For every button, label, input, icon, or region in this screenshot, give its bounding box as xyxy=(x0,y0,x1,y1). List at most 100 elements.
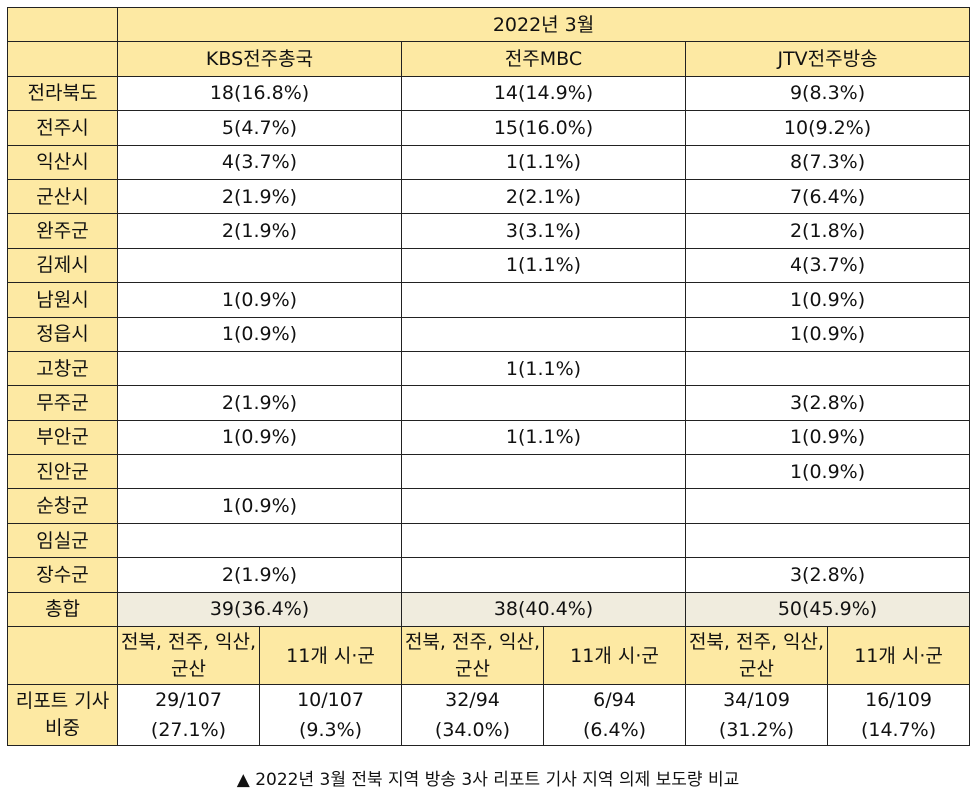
value-cell: 5(4.7%) xyxy=(117,110,402,146)
table-body: 2022년 3월 KBS전주총국 전주MBC JTV전주방송 전라북도 18(16… xyxy=(7,6,971,747)
value-cell: 1(0.9%) xyxy=(117,282,402,318)
table-row: 무주군 2(1.9%) 3(2.8%) xyxy=(7,385,971,421)
value-cell: 2(1.9%) xyxy=(117,178,402,215)
value-cell xyxy=(117,350,402,387)
region-label: 부안군 xyxy=(7,419,118,456)
share-percent: (14.7%) xyxy=(860,719,937,742)
total-value: 50(45.9%) xyxy=(684,591,971,628)
share-percent: (6.4%) xyxy=(582,719,647,742)
value-cell: 1(1.1%) xyxy=(401,247,686,284)
corner-cell xyxy=(7,626,118,686)
region-label: 남원시 xyxy=(7,282,118,318)
share-percent: (34.0%) xyxy=(434,719,511,742)
total-value: 38(40.4%) xyxy=(401,591,686,628)
value-cell: 9(8.3%) xyxy=(684,75,971,112)
share-cell: 32/94 (34.0%) xyxy=(401,684,544,747)
region-label: 군산시 xyxy=(7,178,118,215)
share-count: 16/109 xyxy=(865,689,932,712)
table-caption: ▲ 2022년 3월 전북 지역 방송 3사 리포트 기사 지역 의제 보도량 … xyxy=(236,770,740,790)
value-cell xyxy=(684,522,971,559)
value-cell: 1(1.1%) xyxy=(401,144,686,180)
value-cell xyxy=(401,557,686,593)
subheader-group-a: 전북, 전주, 익산, 군산 xyxy=(685,626,828,686)
value-cell xyxy=(117,522,402,559)
table-row: 익산시 4(3.7%) 1(1.1%) 8(7.3%) xyxy=(7,144,971,180)
value-cell: 7(6.4%) xyxy=(684,178,971,215)
value-cell xyxy=(401,488,686,524)
value-cell xyxy=(401,385,686,421)
share-cell: 10/107 (9.3%) xyxy=(259,684,402,747)
region-label: 정읍시 xyxy=(7,316,118,352)
table-row: 김제시 1(1.1%) 4(3.7%) xyxy=(7,247,971,284)
value-cell: 3(3.1%) xyxy=(401,213,686,249)
region-label: 무주군 xyxy=(7,385,118,421)
region-label: 임실군 xyxy=(7,522,118,559)
coverage-table: 2022년 3월 KBS전주총국 전주MBC JTV전주방송 전라북도 18(16… xyxy=(7,6,971,747)
value-cell: 1(0.9%) xyxy=(684,419,971,456)
table-row: 부안군 1(0.9%) 1(1.1%) 1(0.9%) xyxy=(7,419,971,456)
share-cell: 29/107 (27.1%) xyxy=(117,684,260,747)
value-cell xyxy=(117,454,402,490)
share-count: 29/107 xyxy=(155,689,222,712)
value-cell: 1(0.9%) xyxy=(684,454,971,490)
broadcaster-header-mbc: 전주MBC xyxy=(401,41,686,77)
table-row: 장수군 2(1.9%) 3(2.8%) xyxy=(7,557,971,593)
value-cell: 2(1.9%) xyxy=(117,557,402,593)
value-cell: 3(2.8%) xyxy=(684,385,971,421)
region-label: 장수군 xyxy=(7,557,118,593)
table-row: 정읍시 1(0.9%) 1(0.9%) xyxy=(7,316,971,352)
value-cell: 1(0.9%) xyxy=(684,282,971,318)
subheader-group-b: 11개 시·군 xyxy=(543,626,686,686)
value-cell: 1(1.1%) xyxy=(401,419,686,456)
corner-cell xyxy=(7,6,118,43)
header-row: 2022년 3월 xyxy=(7,6,971,43)
value-cell xyxy=(684,350,971,387)
subheader-group-a: 전북, 전주, 익산, 군산 xyxy=(117,626,260,686)
table-row: 고창군 1(1.1%) xyxy=(7,350,971,387)
value-cell: 1(0.9%) xyxy=(684,316,971,352)
share-percent: (27.1%) xyxy=(150,719,227,742)
value-cell: 1(0.9%) xyxy=(117,316,402,352)
value-cell xyxy=(684,488,971,524)
value-cell: 2(2.1%) xyxy=(401,178,686,215)
table-row: 완주군 2(1.9%) 3(3.1%) 2(1.8%) xyxy=(7,213,971,249)
broadcaster-row: KBS전주총국 전주MBC JTV전주방송 xyxy=(7,41,971,77)
broadcaster-header-jtv: JTV전주방송 xyxy=(684,41,971,77)
value-cell: 18(16.8%) xyxy=(117,75,402,112)
value-cell xyxy=(401,454,686,490)
subheader-group-a: 전북, 전주, 익산, 군산 xyxy=(401,626,544,686)
value-cell: 2(1.8%) xyxy=(684,213,971,249)
share-count: 34/109 xyxy=(723,689,790,712)
region-label: 완주군 xyxy=(7,213,118,249)
value-cell xyxy=(401,282,686,318)
share-label: 리포트 기사 비중 xyxy=(7,684,118,747)
share-cell: 34/109 (31.2%) xyxy=(685,684,828,747)
period-header: 2022년 3월 xyxy=(116,6,971,43)
table-row: 군산시 2(1.9%) 2(2.1%) 7(6.4%) xyxy=(7,178,971,215)
value-cell xyxy=(117,247,402,284)
table-row: 임실군 xyxy=(7,522,971,559)
value-cell: 14(14.9%) xyxy=(401,75,686,112)
region-label: 전라북도 xyxy=(7,75,118,112)
region-label: 진안군 xyxy=(7,454,118,490)
table-row: 남원시 1(0.9%) 1(0.9%) xyxy=(7,282,971,318)
table-row: 순창군 1(0.9%) xyxy=(7,488,971,524)
share-cell: 6/94 (6.4%) xyxy=(543,684,686,747)
value-cell: 8(7.3%) xyxy=(684,144,971,180)
share-count: 32/94 xyxy=(445,689,500,712)
subheader-row: 전북, 전주, 익산, 군산 11개 시·군 전북, 전주, 익산, 군산 11개 시… xyxy=(7,626,971,686)
value-cell: 3(2.8%) xyxy=(684,557,971,593)
total-value: 39(36.4%) xyxy=(117,591,402,628)
region-label: 고창군 xyxy=(7,350,118,387)
subheader-group-b: 11개 시·군 xyxy=(259,626,402,686)
region-label: 전주시 xyxy=(7,110,118,146)
value-cell xyxy=(401,316,686,352)
value-cell: 2(1.9%) xyxy=(117,385,402,421)
share-count: 10/107 xyxy=(297,689,364,712)
share-percent: (31.2%) xyxy=(718,719,795,742)
value-cell: 10(9.2%) xyxy=(684,110,971,146)
table-row: 진안군 1(0.9%) xyxy=(7,454,971,490)
share-cell: 16/109 (14.7%) xyxy=(826,684,971,747)
value-cell: 1(0.9%) xyxy=(117,419,402,456)
corner-cell xyxy=(7,41,118,77)
